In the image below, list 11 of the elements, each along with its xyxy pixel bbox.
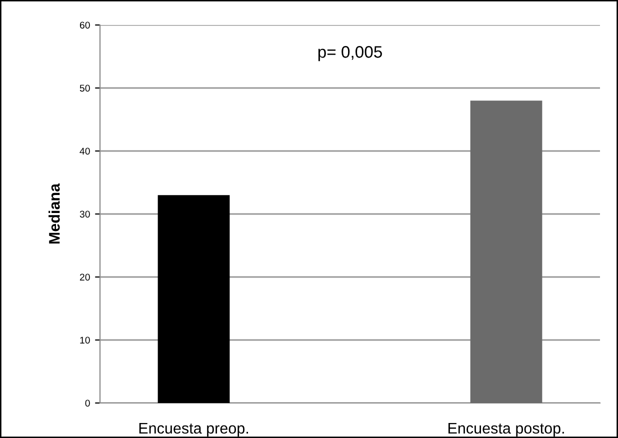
x-tick-label: Encuesta postop. — [448, 423, 564, 437]
y-tick-label: 10 — [80, 336, 90, 344]
y-tick-label: 60 — [80, 22, 90, 29]
y-tick-label: 40 — [80, 148, 90, 155]
y-tick-label: 50 — [80, 84, 90, 92]
x-tick-label: Encuesta preop. — [139, 423, 248, 437]
y-axis-title: Mediana — [48, 183, 60, 244]
annotation: p= 0,005 — [318, 46, 382, 62]
y-tick-label: 0 — [85, 400, 90, 407]
y-tick-label: 30 — [80, 210, 90, 218]
y-tick-label: 20 — [80, 274, 90, 281]
